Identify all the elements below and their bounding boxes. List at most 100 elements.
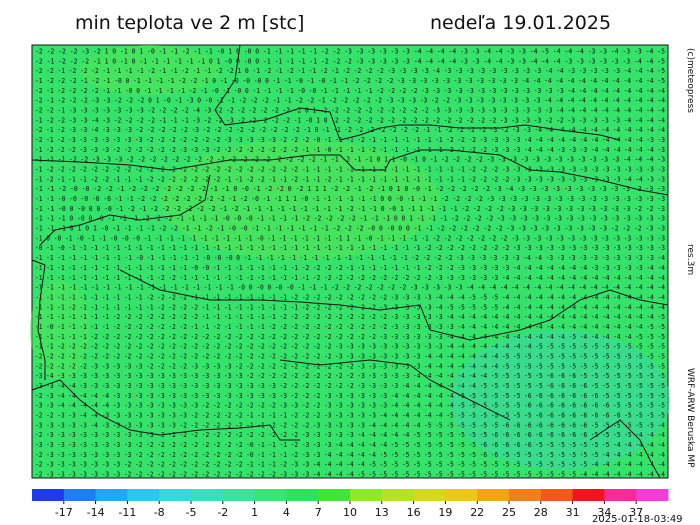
colorbar-segment xyxy=(159,489,192,501)
grid-row: -1 -1 -0 0 -0 0 0 -0 -1 -2 -1 -2 -2 -2 -… xyxy=(35,205,665,213)
grid-row: -1 -1 -1 -1 -1 -1 -1 -1 -1 -1 -1 -1 -1 -… xyxy=(35,264,665,272)
resolution: res.3m xyxy=(685,244,695,275)
grid-row: -1 -2 -2 -3 -3 -4 -3 -2 -2 -2 -2 -1 -1 -… xyxy=(35,116,665,124)
colorbar-segment xyxy=(604,489,637,501)
colorbar-segment xyxy=(413,489,446,501)
border-line xyxy=(214,44,621,141)
value-grid: -2 -2 -2 -2 -3 -2 1 0 -1 0 1 -0 -1 -1 -2… xyxy=(35,48,665,479)
map: -2 -2 -2 -2 -3 -2 1 0 -1 0 1 -0 -1 -1 -2… xyxy=(30,44,670,479)
grid-row: -1 -1 -2 -0 -0 -2 -2 -1 -2 -2 -2 -2 -2 -… xyxy=(35,185,665,193)
copyright: (c)meteopress xyxy=(685,48,695,113)
grid-row: -3 -3 -3 -3 -3 -4 -3 -3 -3 -3 -3 -3 -3 -… xyxy=(35,421,665,429)
grid-row: -2 -2 -1 -2 -2 -2 -1 -1 -1 -1 -2 -1 -1 -… xyxy=(35,67,665,75)
colorbar-label: 37 xyxy=(629,506,643,519)
cold-area xyxy=(450,330,670,470)
colorbar-segment xyxy=(318,489,351,501)
grid-row: -2 -2 -2 -2 -2 -3 -3 -3 -3 -3 -2 -2 -2 -… xyxy=(35,362,665,370)
grid-row: -2 -1 -2 -3 -3 -3 -3 -3 -3 -3 -2 -2 -2 -… xyxy=(35,136,665,144)
colorbar-segment xyxy=(509,489,542,501)
grid-row: -1 0 -0 -1 -0 -1 -1 -0 -0 -0 -1 -1 -1 -1… xyxy=(35,234,665,242)
colorbar-segment xyxy=(254,489,287,501)
colorbar-label: 22 xyxy=(470,506,484,519)
colorbar-label: 28 xyxy=(534,506,548,519)
warm-area xyxy=(80,45,220,95)
colorbar-label: -17 xyxy=(55,506,73,519)
map-date: nedeľa 19.01.2025 xyxy=(430,12,611,34)
map-title: min teplota ve 2 m [stc] xyxy=(75,12,304,34)
grid-row: -1 -2 -2 -2 -3 -3 -3 -2 -2 -2 -2 -2 -2 -… xyxy=(35,146,665,154)
grid-row: -1 -0 -1 -1 -1 -1 -1 -2 -2 -2 -2 -2 -2 -… xyxy=(35,323,665,331)
grid-row: -2 -3 -3 -3 -3 -3 -3 -3 -2 -2 -2 -2 -2 -… xyxy=(35,461,665,469)
grid-row: -2 -3 -3 -3 -3 -3 -3 -3 -3 -2 -2 -2 -2 -… xyxy=(35,451,665,459)
colorbar-segment xyxy=(636,489,669,501)
colorbar-segment xyxy=(350,489,383,501)
colorbar-label: 1 xyxy=(251,506,258,519)
colorbar-label: -5 xyxy=(186,506,197,519)
grid-row: -2 -1 -2 -2 -2 -3 -3 -2 -2 -2 0 1 -0 -1 … xyxy=(35,97,665,105)
grid-row: -2 -1 -2 -2 -2 -1 1 0 -1 0 -1 -1 -1 -1 -… xyxy=(35,57,665,65)
grid-row: -2 -3 -3 -3 -3 -3 -3 -3 -3 -3 -3 -3 -2 -… xyxy=(35,431,665,439)
grid-row: -1 -1 -1 -2 -2 -3 -3 -3 -2 -2 -2 -2 -2 -… xyxy=(35,156,665,164)
colorbar-label: 4 xyxy=(283,506,290,519)
border-line xyxy=(31,259,46,380)
colorbar-segment xyxy=(222,489,256,501)
colorbar-segment xyxy=(191,489,224,501)
colorbar-label: -8 xyxy=(154,506,165,519)
warm-area xyxy=(30,280,90,380)
grid-row: -1 -2 -2 -2 -1 -2 -1 -0 0 -1 -1 -1 -1 -2… xyxy=(35,77,665,85)
borders xyxy=(31,44,669,479)
colorbar-segment xyxy=(540,489,574,501)
border-line xyxy=(279,359,511,421)
grid-row: -2 -3 -3 -3 -3 -3 -3 -3 -2 -2 -2 -2 -2 -… xyxy=(35,471,665,479)
grid-row: -0 -1 -0 -1 -1 -1 -1 -1 -1 -1 -1 -1 -1 -… xyxy=(35,244,665,252)
colorbar-segment xyxy=(95,489,128,501)
border-line xyxy=(31,379,300,441)
colorbar-segment xyxy=(477,489,510,501)
colorbar-label: -14 xyxy=(87,506,105,519)
colorbar-segment xyxy=(381,489,415,501)
model-name: WRF-ARW Beruska MP xyxy=(685,368,695,468)
grid-row: -1 -1 -1 -1 -1 -1 -1 -1 -1 -1 -1 -2 -2 -… xyxy=(35,274,665,282)
colorbar-segment xyxy=(127,489,160,501)
colorbar-label: 13 xyxy=(375,506,389,519)
grid-row: -1 -1 -1 0 -0 0 -0 -1 -1 -1 -2 -2 -2 -1 … xyxy=(35,215,665,223)
colorbar-segment xyxy=(572,489,605,501)
grid-row: -3 -3 -3 -3 -3 -3 -3 -3 -3 -2 -2 -2 -2 -… xyxy=(35,441,665,449)
colorbar-segment xyxy=(32,489,65,501)
grid-row: -1 -1 -1 -1 -1 -1 -1 -1 -1 -0 -1 -1 -1 -… xyxy=(35,254,665,262)
grid-row: -2 -1 -2 -2 -2 -2 -1 -1 -0 0 -1 -1 -1 -1… xyxy=(35,87,665,95)
colorbar-segment xyxy=(445,489,478,501)
colorbar-label: -2 xyxy=(217,506,228,519)
grid-row: -1 -1 -2 -2 -2 -2 -2 -2 -2 -2 -2 -2 -2 -… xyxy=(35,343,665,351)
grid-row: -1 -1 -1 -1 -1 -1 -1 -1 -1 -1 -2 -2 -2 -… xyxy=(35,293,665,301)
grid-row: -1 -2 -2 -2 -2 -2 -2 -2 -2 -2 -2 -2 -2 -… xyxy=(35,166,665,174)
grid-row: -2 -2 -2 -2 -2 -2 -2 -2 -2 -2 -2 -2 -2 -… xyxy=(35,352,665,360)
timestamp: 2025-01-18-03:49 xyxy=(592,514,683,525)
grid-row: -2 -2 -2 -2 -3 -2 1 0 -1 0 1 -0 -1 -1 -2… xyxy=(35,48,665,56)
grid-row: -2 -2 -1 -3 -3 -3 -3 -3 -3 -3 -2 -2 -2 -… xyxy=(35,107,665,115)
border-line xyxy=(39,174,211,246)
grid-row: -1 -1 -1 -1 -1 -2 -2 -2 -2 -2 -2 -2 -2 -… xyxy=(35,333,665,341)
grid-row: -2 -1 -2 -3 -3 -4 -3 -3 -3 -2 -2 -2 -2 -… xyxy=(35,126,665,134)
colorbar-label: 25 xyxy=(502,506,516,519)
colorbar-label: 7 xyxy=(315,506,322,519)
colorbar-label: 19 xyxy=(438,506,452,519)
grid-row: -3 -3 -4 -4 -3 -3 -3 -3 -3 -3 -3 -3 -3 -… xyxy=(35,382,665,390)
grid-row: -1 -1 -1 -2 -1 -1 -1 -1 -1 -1 -1 -2 -2 -… xyxy=(35,303,665,311)
grid-row: -3 -3 -4 -4 -4 -4 -4 -3 -3 -3 -3 -3 -3 -… xyxy=(35,402,665,410)
grid-row: -2 -3 -4 -4 -4 -4 -4 -3 -3 -3 -3 -3 -3 -… xyxy=(35,392,665,400)
grid-row: -2 -2 -3 -3 -4 -4 -3 -3 -3 -3 -3 -3 -3 -… xyxy=(35,411,665,419)
border-line xyxy=(589,419,661,479)
colorbar-label: -11 xyxy=(118,506,136,519)
colorbar-label: 31 xyxy=(566,506,580,519)
grid-row: -1 -1 -1 -1 -1 -1 -1 -1 -1 -1 -1 -1 -1 -… xyxy=(35,284,665,292)
colorbar-label: 16 xyxy=(407,506,421,519)
colorbar-segment xyxy=(63,489,97,501)
border-line xyxy=(119,269,669,341)
border-line xyxy=(31,149,669,196)
grid-row: -1 -1 -1 -1 -1 -1 -1 -2 -2 -2 -2 -2 -2 -… xyxy=(35,313,665,321)
grid-row: -1 -1 -0 -0 -0 -0 -0 -1 -1 -2 -2 -2 -2 -… xyxy=(35,195,665,203)
grid-row: -1 -1 -1 0 1 0 1 -0 -1 -1 -1 -1 -2 -2 -1… xyxy=(35,225,665,233)
colorbar-label: 34 xyxy=(597,506,611,519)
